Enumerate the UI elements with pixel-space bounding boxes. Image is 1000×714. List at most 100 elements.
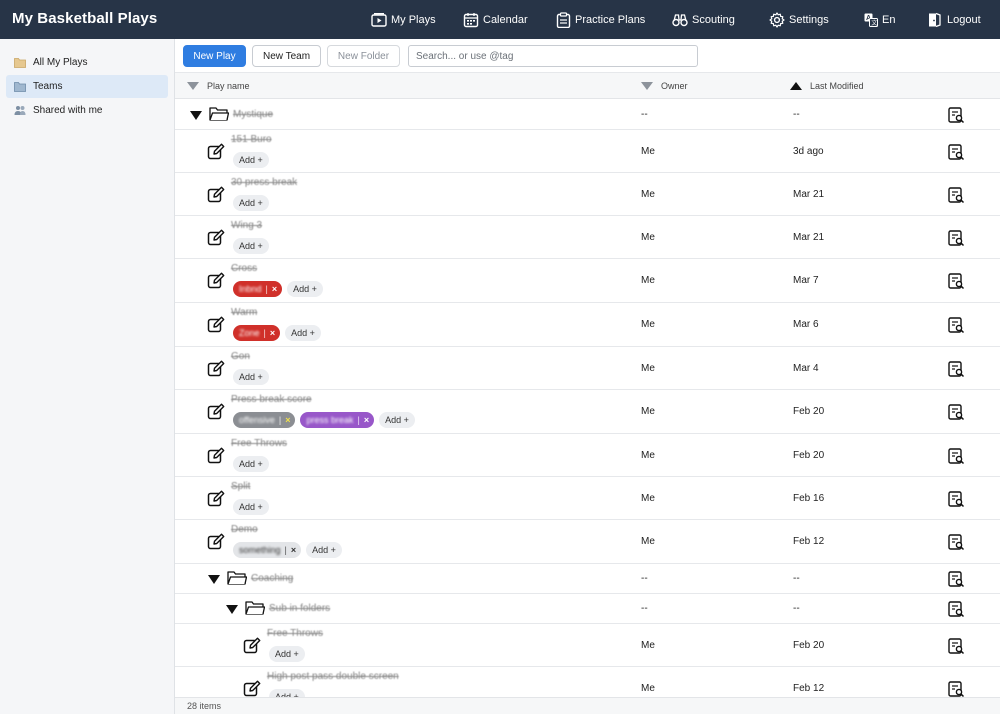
add-tag-button[interactable]: Add + <box>269 689 305 697</box>
folder-row[interactable]: Sub in folders -- -- <box>175 594 1000 624</box>
preview-play-button[interactable] <box>947 533 965 551</box>
edit-play-button[interactable] <box>207 490 225 508</box>
table-row[interactable]: Free Throws Add + Me Feb 20 <box>175 624 1000 667</box>
caret-down-icon[interactable] <box>208 575 220 584</box>
tag-chip[interactable]: Inbnd | × <box>233 281 283 297</box>
column-header-play-name[interactable]: Play name <box>187 81 250 91</box>
preview-play-button[interactable] <box>947 360 965 378</box>
preview-play-button[interactable] <box>947 229 965 247</box>
folder-name[interactable]: Coaching <box>251 573 294 584</box>
table-row[interactable]: 151 Buro Add + Me 3d ago <box>175 130 1000 173</box>
play-name[interactable]: Split <box>231 481 251 492</box>
table-row[interactable]: 30 press break Add + Me Mar 21 <box>175 173 1000 216</box>
add-tag-button[interactable]: Add + <box>233 195 269 211</box>
preview-play-button[interactable] <box>947 600 965 618</box>
table-row[interactable]: Free Throws Add + Me Feb 20 <box>175 434 1000 477</box>
play-name[interactable]: 30 press break <box>231 177 298 188</box>
caret-down-icon[interactable] <box>190 111 202 120</box>
play-name[interactable]: Warm <box>231 307 258 318</box>
preview-play-button[interactable] <box>947 570 965 588</box>
add-tag-button[interactable]: Add + <box>233 499 269 515</box>
folder-name[interactable]: Mystique <box>233 109 274 120</box>
edit-play-button[interactable] <box>207 403 225 421</box>
preview-play-button[interactable] <box>947 186 965 204</box>
add-tag-button[interactable]: Add + <box>287 281 323 297</box>
add-tag-button[interactable]: Add + <box>285 325 321 341</box>
preview-play-button[interactable] <box>947 680 965 698</box>
play-name[interactable]: Gon <box>231 351 250 362</box>
sidebar-item-all-my-plays[interactable]: All My Plays <box>6 51 168 74</box>
edit-play-button[interactable] <box>207 360 225 378</box>
table-row[interactable]: Press break score offensive | × press break |… <box>175 390 1000 434</box>
nav-settings[interactable]: Settings <box>769 10 829 30</box>
edit-play-button[interactable] <box>207 143 225 161</box>
add-tag-button[interactable]: Add + <box>233 152 269 168</box>
nav-scouting[interactable]: Scouting <box>672 10 735 30</box>
preview-play-button[interactable] <box>947 490 965 508</box>
new-folder-button[interactable]: New Folder <box>327 45 400 67</box>
folder-row[interactable]: Coaching -- -- <box>175 564 1000 594</box>
table-row[interactable]: Cross Inbnd | × Add + Me Mar 7 <box>175 259 1000 303</box>
play-name[interactable]: High post pass double screen <box>267 671 399 682</box>
table-row[interactable]: Wing 3 Add + Me Mar 21 <box>175 216 1000 259</box>
remove-tag-icon[interactable]: × <box>269 328 276 338</box>
nav-practice-plans[interactable]: Practice Plans <box>556 10 645 30</box>
preview-play-button[interactable] <box>947 637 965 655</box>
edit-play-button[interactable] <box>207 316 225 334</box>
play-name[interactable]: Free Throws <box>267 628 323 639</box>
column-header-last-modified[interactable]: Last Modified <box>790 81 864 91</box>
add-tag-button[interactable]: Add + <box>233 456 269 472</box>
play-name[interactable]: Demo <box>231 524 258 535</box>
table-row[interactable]: Demo something | × Add + Me Feb 12 <box>175 520 1000 564</box>
nav-my-plays[interactable]: My Plays <box>371 10 436 30</box>
table-row[interactable]: Split Add + Me Feb 16 <box>175 477 1000 520</box>
nav-logout[interactable]: Logout <box>927 10 981 30</box>
remove-tag-icon[interactable]: × <box>363 415 370 425</box>
remove-tag-icon[interactable]: × <box>271 284 278 294</box>
tag-chip[interactable]: press break | × <box>300 412 375 428</box>
edit-play-button[interactable] <box>207 272 225 290</box>
preview-play-button[interactable] <box>947 447 965 465</box>
search-input[interactable] <box>408 45 698 67</box>
remove-tag-icon[interactable]: × <box>285 415 291 425</box>
app-title[interactable]: My Basketball Plays <box>12 10 158 27</box>
table-row[interactable]: High post pass double screen Add + Me Feb 1… <box>175 667 1000 697</box>
table-row[interactable]: Gon Add + Me Mar 4 <box>175 347 1000 390</box>
edit-play-button[interactable] <box>207 229 225 247</box>
preview-play-button[interactable] <box>947 403 965 421</box>
play-name[interactable]: Press break score <box>231 394 312 405</box>
play-name[interactable]: 151 Buro <box>231 134 272 145</box>
caret-down-icon[interactable] <box>226 605 238 614</box>
edit-play-button[interactable] <box>207 447 225 465</box>
play-name[interactable]: Cross <box>231 263 258 274</box>
play-name[interactable]: Wing 3 <box>231 220 263 231</box>
new-play-button[interactable]: New Play <box>183 45 246 67</box>
add-tag-button[interactable]: Add + <box>233 238 269 254</box>
edit-play-button[interactable] <box>207 186 225 204</box>
add-tag-button[interactable]: Add + <box>233 369 269 385</box>
add-tag-button[interactable]: Add + <box>269 646 305 662</box>
new-team-button[interactable]: New Team <box>252 45 321 67</box>
preview-play-button[interactable] <box>947 272 965 290</box>
preview-play-button[interactable] <box>947 316 965 334</box>
remove-tag-icon[interactable]: × <box>290 545 297 555</box>
edit-play-button[interactable] <box>243 637 261 655</box>
edit-play-button[interactable] <box>207 533 225 551</box>
nav-calendar[interactable]: Calendar <box>463 10 528 30</box>
add-tag-button[interactable]: Add + <box>379 412 415 428</box>
sidebar-item-teams[interactable]: Teams <box>6 75 168 98</box>
preview-play-button[interactable] <box>947 106 965 124</box>
tag-chip[interactable]: Zone | × <box>233 325 281 341</box>
tag-chip[interactable]: offensive | × <box>233 412 296 428</box>
add-tag-button[interactable]: Add + <box>306 542 342 558</box>
sidebar-item-shared-with-me[interactable]: Shared with me <box>6 99 168 122</box>
tag-chip[interactable]: something | × <box>233 542 302 558</box>
edit-play-button[interactable] <box>243 680 261 698</box>
folder-name[interactable]: Sub in folders <box>269 603 331 614</box>
folder-row[interactable]: Mystique -- -- <box>175 100 1000 130</box>
table-row[interactable]: Warm Zone | × Add + Me Mar 6 <box>175 303 1000 347</box>
play-name[interactable]: Free Throws <box>231 438 287 449</box>
column-header-owner[interactable]: Owner <box>641 81 688 91</box>
preview-play-button[interactable] <box>947 143 965 161</box>
